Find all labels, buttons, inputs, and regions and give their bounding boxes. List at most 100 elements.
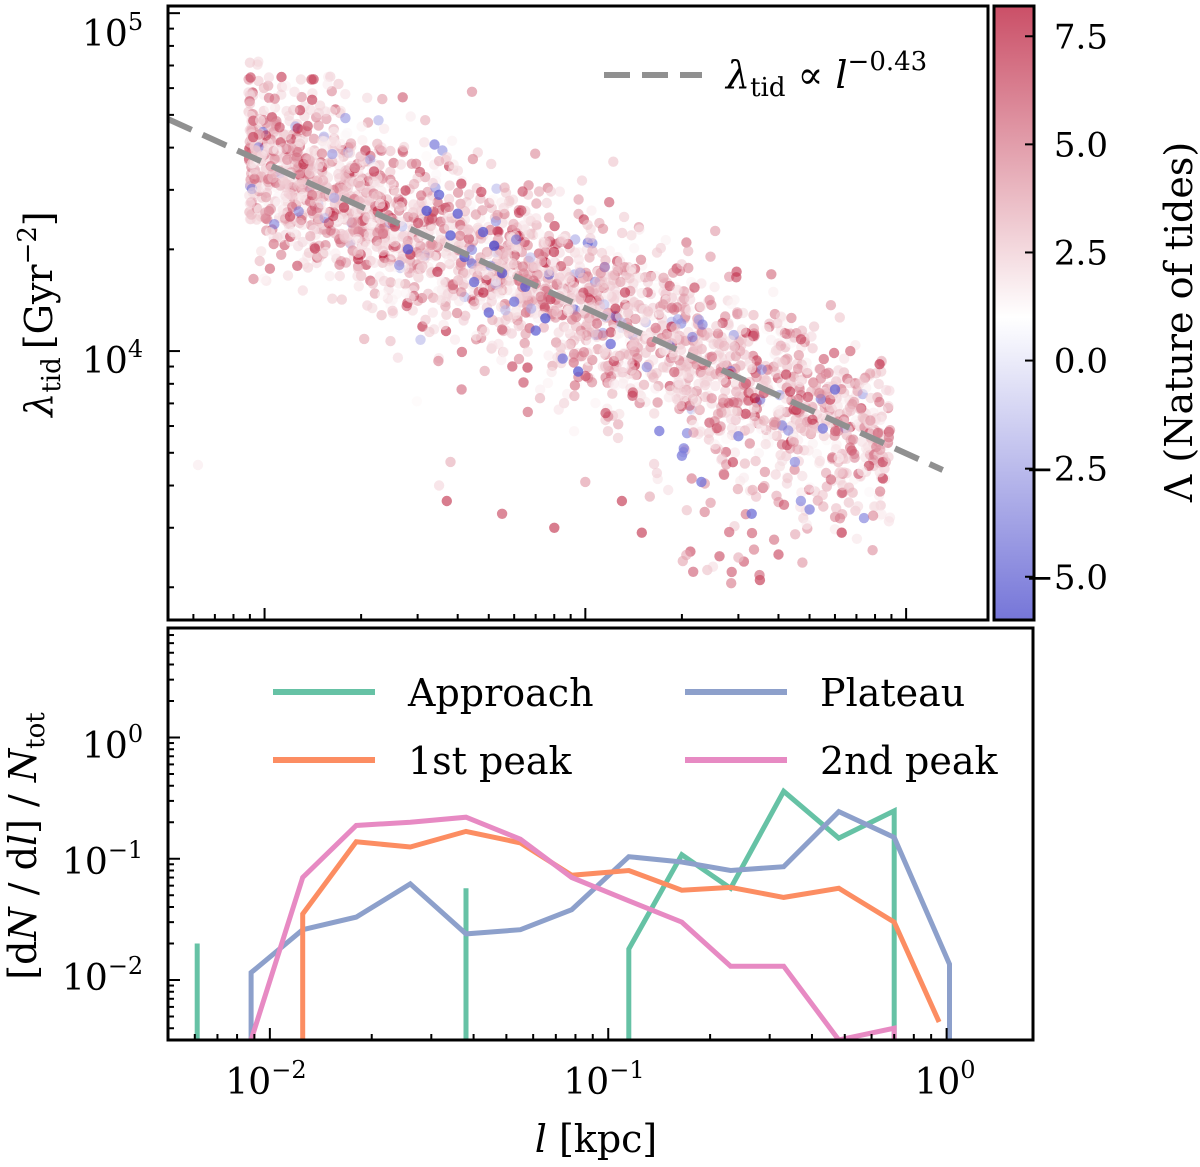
scatter-point xyxy=(676,450,688,461)
scatter-point xyxy=(833,452,844,464)
scatter-point xyxy=(468,276,480,288)
scatter-point xyxy=(533,186,545,197)
scatter-point xyxy=(454,230,466,241)
scatter-point xyxy=(355,270,367,281)
scatter-point xyxy=(518,377,529,388)
scatter-point xyxy=(530,213,542,224)
scatter-point xyxy=(452,208,463,219)
scatter-point xyxy=(648,458,660,470)
scatter-point xyxy=(599,261,611,273)
scatter-point xyxy=(654,425,665,437)
scatter-point xyxy=(352,233,363,245)
scatter-point xyxy=(746,527,758,539)
scatter-point xyxy=(706,351,718,362)
scatter-point xyxy=(823,367,834,378)
scatter-point xyxy=(623,349,634,360)
scatter-point xyxy=(549,220,560,232)
scatter-point xyxy=(389,236,400,247)
scatter-point xyxy=(421,151,432,162)
scatter-point xyxy=(446,135,458,146)
scatter-point xyxy=(875,444,886,455)
scatter-point xyxy=(675,360,687,371)
scatter-point xyxy=(582,292,594,303)
scatter-point xyxy=(321,207,332,218)
scatter-point xyxy=(628,243,640,254)
scatter-point xyxy=(277,174,288,185)
scatter-point xyxy=(874,467,885,478)
scatter-point xyxy=(557,353,568,364)
colorbar: 7.5 5.0 2.5 0.0 −2.5 −5.0 Λ (Nature of tides) xyxy=(992,4,1200,622)
scatter-point xyxy=(394,260,405,271)
scatter-point xyxy=(744,438,755,449)
scatter-point xyxy=(320,246,331,258)
scatter-point xyxy=(289,86,300,98)
scatter-point xyxy=(605,327,616,338)
scatter-point xyxy=(362,92,373,104)
scatter-point xyxy=(375,198,386,210)
scatter-point xyxy=(256,246,267,257)
scatter-point xyxy=(542,267,553,278)
colorbar-tick-label: 2.5 xyxy=(1054,234,1108,274)
scatter-point xyxy=(775,449,786,461)
scatter-point xyxy=(573,366,584,377)
scatter-point xyxy=(670,322,681,333)
scatter-point xyxy=(651,467,663,479)
scatter-point xyxy=(456,178,467,189)
scatter-point xyxy=(415,334,426,345)
scatter-point xyxy=(435,295,446,306)
scatter-point xyxy=(794,417,806,429)
scatter-point xyxy=(844,442,856,453)
scatter-point xyxy=(699,506,710,518)
scatter-point xyxy=(309,243,321,254)
scatter-point xyxy=(858,512,870,524)
scatter-point xyxy=(635,254,647,265)
scatter-point xyxy=(415,263,427,274)
scatter-point xyxy=(778,499,790,510)
scatter-point xyxy=(445,230,456,241)
scatter-point xyxy=(289,160,301,171)
scatter-point xyxy=(355,151,366,162)
scatter-point xyxy=(726,566,737,578)
scatter-point xyxy=(306,94,318,106)
scatter-point xyxy=(575,292,586,303)
scatter-point xyxy=(774,461,786,472)
scatter-point xyxy=(554,186,565,197)
scatter-point xyxy=(748,544,760,555)
scatter-point xyxy=(777,357,788,368)
scatter-point xyxy=(626,230,637,241)
scatter-point xyxy=(596,281,607,292)
scatter-point xyxy=(280,80,292,92)
scatter-point xyxy=(582,317,593,329)
scatter-point xyxy=(483,307,494,318)
scatter-point xyxy=(848,434,859,445)
scatter-point xyxy=(401,300,412,312)
scatter-point xyxy=(747,484,758,496)
scatter-point xyxy=(628,297,640,308)
scatter-point xyxy=(825,300,837,311)
scatter-point xyxy=(562,305,574,317)
scatter-point xyxy=(385,166,396,177)
scatter-point xyxy=(534,393,546,404)
scatter-point xyxy=(789,456,801,468)
scatter-point xyxy=(370,178,381,189)
scatter-point xyxy=(444,180,455,191)
scatter-point xyxy=(522,406,533,418)
fit-legend: λtid ∝ l−0.43 xyxy=(604,47,927,103)
scatter-point xyxy=(876,509,887,520)
scatter-point xyxy=(429,139,440,150)
scatter-point xyxy=(720,385,731,396)
scatter-point xyxy=(733,431,744,442)
scatter-point xyxy=(636,527,647,538)
scatter-point xyxy=(702,327,714,338)
scatter-point xyxy=(585,233,596,244)
scatter-point xyxy=(427,224,438,235)
scatter-point xyxy=(323,157,334,169)
scatter-point xyxy=(658,299,669,310)
scatter-point xyxy=(703,427,715,439)
scatter-point xyxy=(456,384,467,395)
scatter-point xyxy=(784,386,796,397)
scatter-point xyxy=(249,173,260,184)
scatter-point xyxy=(520,328,531,340)
scatter-point xyxy=(802,391,814,403)
scatter-point xyxy=(768,534,780,545)
